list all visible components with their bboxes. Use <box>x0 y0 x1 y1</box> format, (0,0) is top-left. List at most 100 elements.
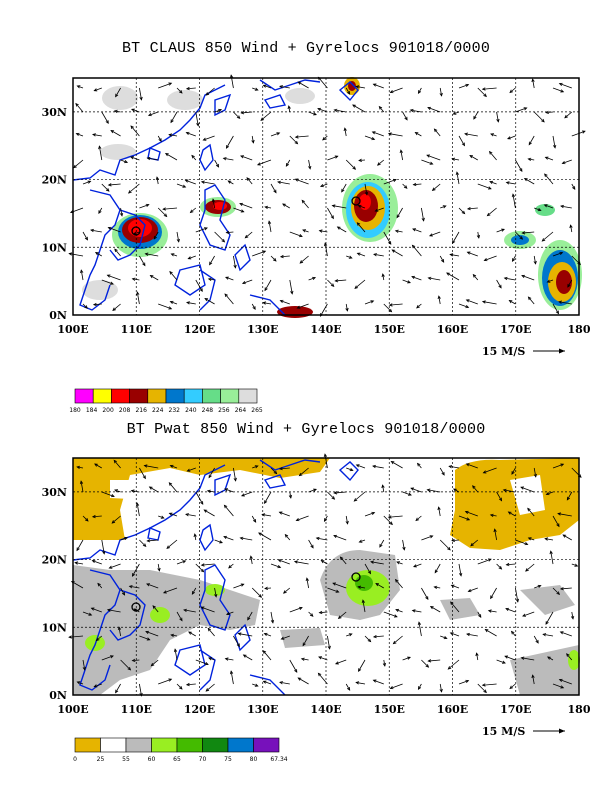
wind-vector <box>130 156 140 161</box>
wind-vector <box>483 255 497 262</box>
wind-vector <box>112 303 121 312</box>
wind-vector <box>490 587 497 600</box>
wind-vector <box>449 253 460 257</box>
wind-vector <box>496 111 500 123</box>
wind-vector <box>295 515 309 522</box>
wind-vector <box>252 465 259 469</box>
wind-vector <box>168 133 178 137</box>
wind-vector <box>358 539 366 543</box>
wind-vector <box>200 606 215 613</box>
wind-vector <box>91 559 102 565</box>
wind-vector <box>270 183 277 194</box>
wind-vector <box>346 255 353 259</box>
wind-vector <box>92 302 102 307</box>
wind-vector <box>170 633 178 638</box>
wind-vector <box>195 563 205 573</box>
wind-vector <box>228 563 234 569</box>
wind-vector <box>120 159 129 164</box>
wind-vector <box>170 111 178 124</box>
wind-vector <box>315 536 328 541</box>
wind-vector <box>558 678 572 685</box>
wind-vector <box>82 515 89 522</box>
wind-vector <box>120 536 129 541</box>
wind-vector <box>143 464 159 469</box>
lat-label: 10N <box>42 241 67 254</box>
colorbar-swatch <box>238 388 258 404</box>
wind-vector <box>439 467 445 476</box>
wind-vector <box>184 179 196 185</box>
wind-vector <box>481 300 497 305</box>
wind-vector <box>437 506 441 517</box>
lon-label: 110E <box>121 323 152 336</box>
wind-vector <box>164 153 178 161</box>
wind-vector <box>364 135 376 141</box>
coastline-segment <box>199 523 214 552</box>
wind-vector <box>552 463 565 469</box>
wind-vector <box>319 183 328 188</box>
wind-vector <box>477 183 492 190</box>
wind-vector <box>372 634 384 639</box>
wind-vector <box>149 275 159 281</box>
wind-vector <box>139 683 143 697</box>
wind-vector <box>383 178 397 185</box>
wind-vector <box>144 252 159 257</box>
wind-vector <box>466 251 478 257</box>
wind-vector <box>127 183 140 194</box>
wind-vector <box>383 611 398 618</box>
wind-vector <box>558 82 572 89</box>
wind-vector <box>233 467 237 482</box>
wind-vector <box>421 659 430 668</box>
wind-vector <box>94 463 103 469</box>
wind-vector <box>207 277 215 282</box>
colorbar-label: 75 <box>224 756 232 763</box>
wind-vector <box>510 630 516 637</box>
coastline-segment <box>199 143 214 172</box>
wind-vector <box>345 303 349 312</box>
wind-vector <box>185 682 196 687</box>
wind-vector <box>534 207 542 212</box>
wind-vector <box>549 550 554 565</box>
coastline-segment <box>147 527 161 541</box>
wind-vector <box>546 279 554 283</box>
colorbar-swatch <box>92 388 112 404</box>
wind-vector <box>416 462 422 469</box>
wind-vector <box>98 145 103 161</box>
lat-label: 30N <box>42 106 67 119</box>
wind-vector <box>128 585 140 589</box>
coastline-segment <box>199 564 231 631</box>
wind-vector <box>277 180 290 185</box>
wind-vector <box>169 270 178 281</box>
wind-vector <box>333 534 347 541</box>
wind-vector <box>233 111 241 120</box>
wind-vector <box>427 106 441 113</box>
wind-vector <box>552 683 565 689</box>
lon-label: 140E <box>310 703 341 716</box>
wind-vector <box>466 632 478 637</box>
wind-vector <box>185 131 196 137</box>
wind-vector <box>282 587 291 594</box>
wind-vector <box>294 135 309 139</box>
panel2-wind-vectors <box>68 453 582 697</box>
coastline-segment <box>263 474 287 489</box>
wind-vector <box>379 539 385 548</box>
wind-vector <box>395 608 403 613</box>
wind-vector <box>361 599 366 613</box>
wind-vector <box>153 231 159 240</box>
wind-vector <box>241 279 253 285</box>
colorbar-label: 184 <box>86 407 98 414</box>
wind-vector <box>343 127 347 137</box>
lat-label: 20N <box>42 554 67 567</box>
wind-vector <box>195 111 200 127</box>
lon-label: 170E <box>500 323 531 336</box>
lon-label: 150E <box>374 703 405 716</box>
wind-vector <box>542 633 554 637</box>
wind-vector <box>225 611 234 616</box>
wind-vector <box>504 655 516 661</box>
coastline-segment <box>214 93 232 117</box>
wind-vector <box>346 467 354 472</box>
wind-vector <box>168 512 178 517</box>
coastline-segment <box>174 264 206 296</box>
wind-vector <box>82 180 92 185</box>
colorbar-label: 224 <box>152 407 164 414</box>
wind-vector <box>481 87 497 91</box>
